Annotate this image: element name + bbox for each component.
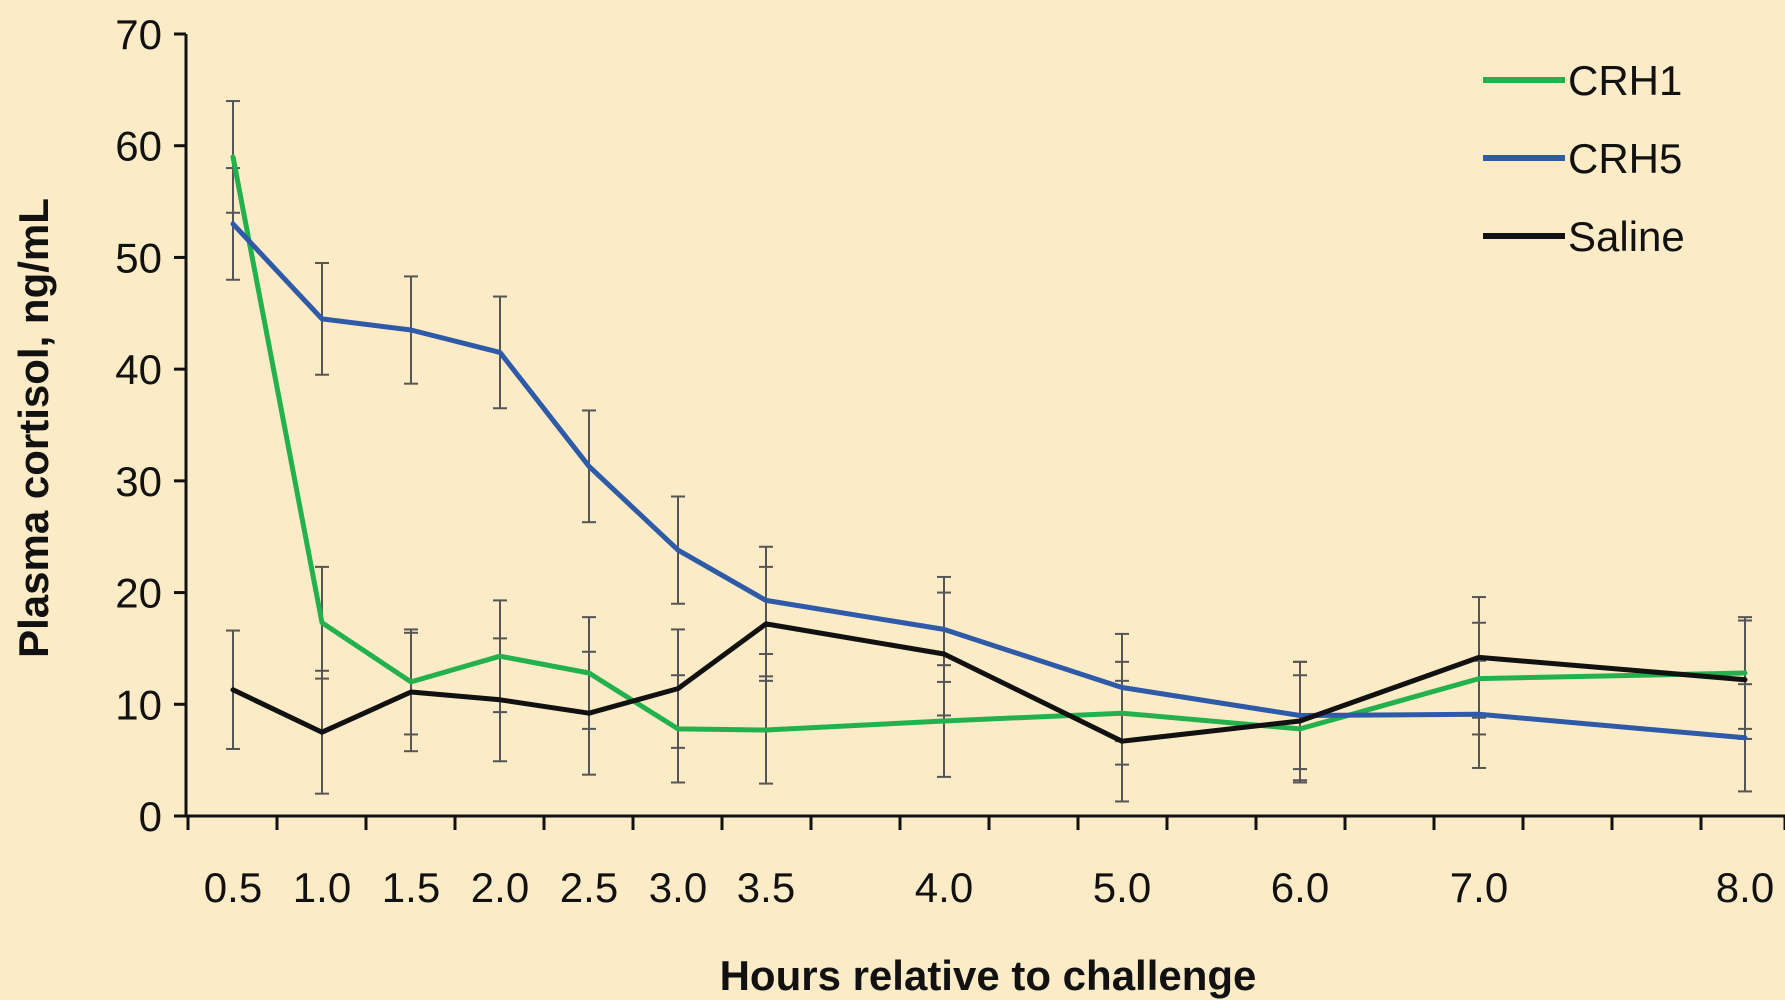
x-tick-label: 6.0 — [1271, 864, 1329, 911]
y-tick-label: 10 — [115, 681, 162, 728]
series-line-saline — [230, 621, 1748, 744]
error-bars — [226, 100, 1752, 803]
x-axis-title: Hours relative to challenge — [720, 952, 1257, 999]
legend-label-crh5: CRH5 — [1568, 135, 1682, 182]
x-tick-label: 8.0 — [1716, 864, 1774, 911]
y-axis-title: Plasma cortisol, ng/mL — [10, 198, 57, 658]
legend: CRH1 CRH5 Saline — [1483, 57, 1685, 260]
x-tick-label: 5.0 — [1093, 864, 1151, 911]
x-tick-label: 2.5 — [560, 864, 618, 911]
x-tick-label: 7.0 — [1450, 864, 1508, 911]
y-tick-label: 40 — [115, 346, 162, 393]
x-tick-label: 3.5 — [737, 864, 795, 911]
x-tick-label: 1.0 — [293, 864, 351, 911]
axes — [174, 32, 1785, 830]
legend-label-saline: Saline — [1568, 213, 1685, 260]
y-tick-label: 60 — [115, 123, 162, 170]
y-tick-label: 20 — [115, 570, 162, 617]
x-tick-label: 2.0 — [471, 864, 529, 911]
series-line-crh5 — [230, 221, 1748, 741]
legend-label-crh1: CRH1 — [1568, 57, 1682, 104]
x-tick-label: 1.5 — [382, 864, 440, 911]
series-line-crh1 — [230, 154, 1748, 733]
x-tick-label: 3.0 — [649, 864, 707, 911]
y-tick-label: 0 — [139, 793, 162, 840]
x-tick-label: 4.0 — [915, 864, 973, 911]
tick-labels: 0 10 20 30 40 50 60 70 0.5 1.0 1.5 2.0 2.5 3.0 3.5 4.0 5… — [115, 11, 1774, 911]
y-tick-label: 50 — [115, 234, 162, 281]
x-tick-label: 0.5 — [204, 864, 262, 911]
y-tick-label: 30 — [115, 458, 162, 505]
y-tick-label: 70 — [115, 11, 162, 58]
series-lines — [230, 154, 1748, 744]
